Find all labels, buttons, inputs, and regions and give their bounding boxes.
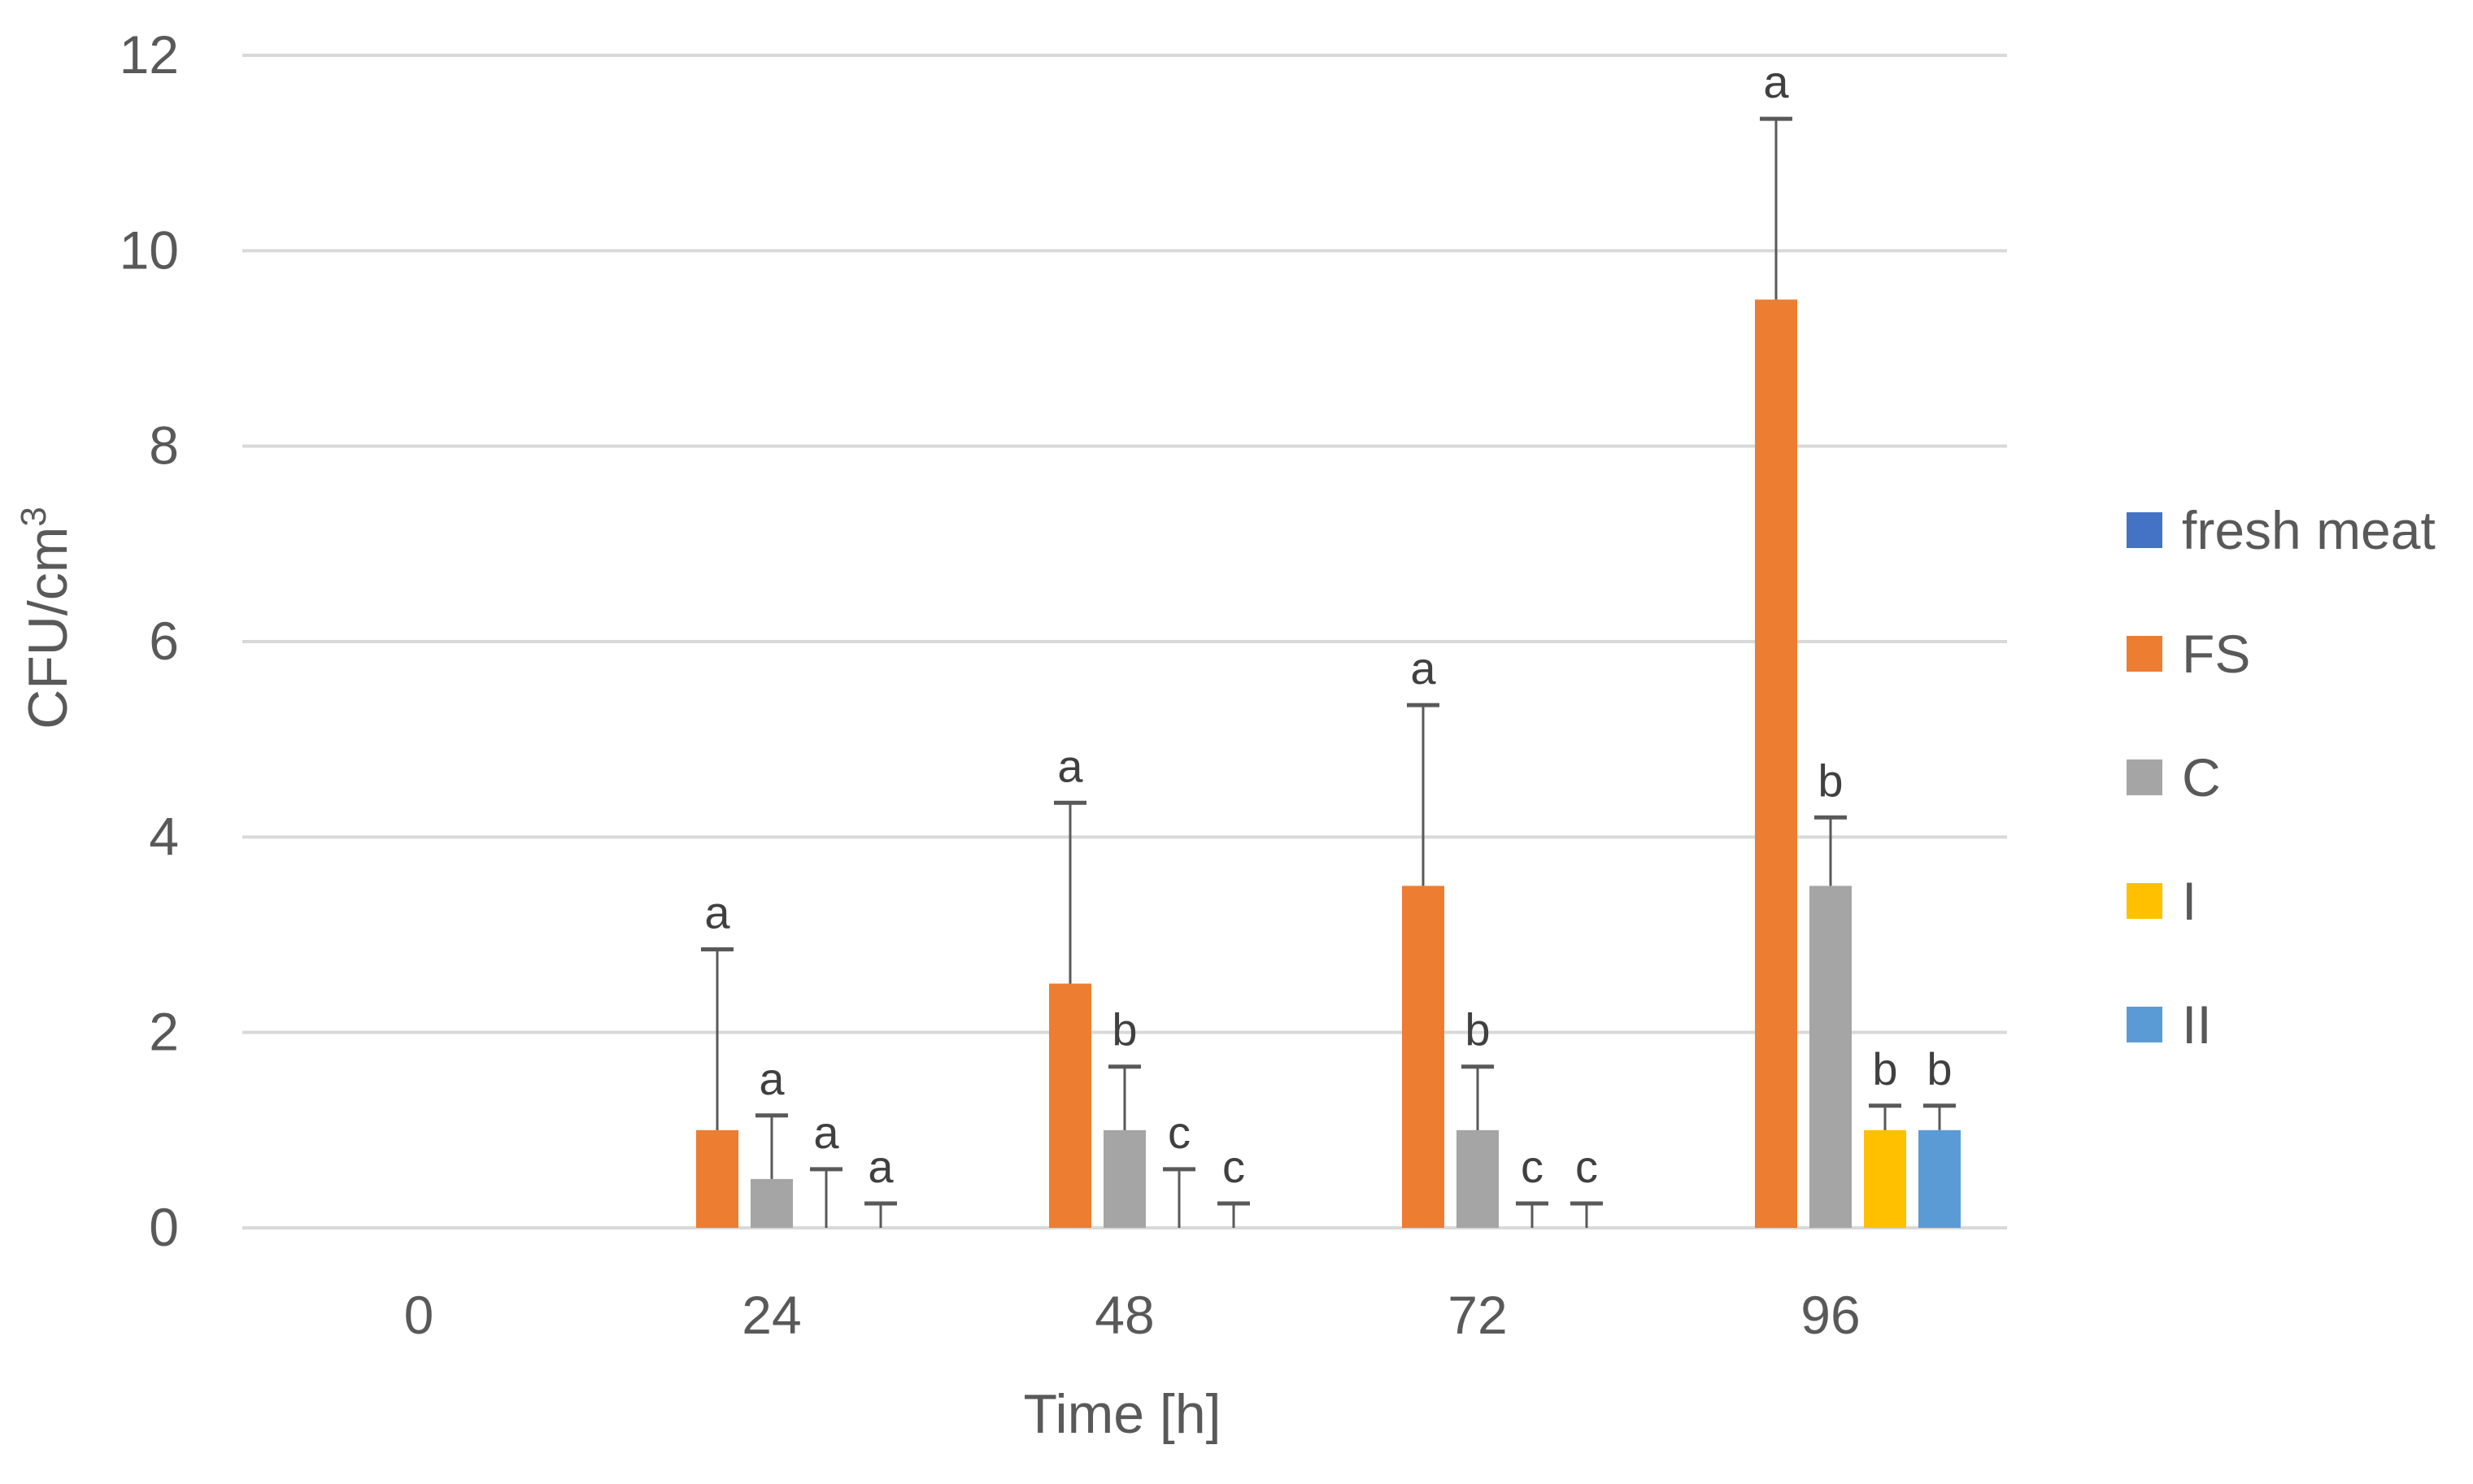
significance-label-i-24: a xyxy=(813,1107,839,1158)
legend-label-i: I xyxy=(2182,871,2197,931)
significance-label-ii-96: b xyxy=(1927,1043,1952,1095)
bar-ii-96 xyxy=(1918,1129,1961,1228)
x-tick-label-48: 48 xyxy=(1095,1285,1154,1345)
y-tick-label-10: 10 xyxy=(120,220,179,280)
x-tick-label-72: 72 xyxy=(1448,1285,1507,1345)
significance-label-i-72: c xyxy=(1521,1141,1543,1192)
legend-label-fs: FS xyxy=(2182,624,2250,684)
x-axis-title: Time [h] xyxy=(1023,1383,1221,1445)
y-tick-label-0: 0 xyxy=(149,1197,179,1257)
significance-label-ii-24: a xyxy=(868,1141,894,1192)
y-tick-label-12: 12 xyxy=(120,24,179,85)
significance-label-fs-72: a xyxy=(1410,642,1436,694)
y-tick-label-2: 2 xyxy=(149,1002,179,1062)
legend-swatch-fs xyxy=(2127,636,2162,672)
x-axis-ticks: 0 24 48 72 96 xyxy=(404,1285,1861,1345)
bar-fs-96 xyxy=(1755,299,1797,1229)
bar-c-24 xyxy=(751,1178,793,1228)
bar-fs-48 xyxy=(1049,983,1091,1228)
bar-c-72 xyxy=(1456,1129,1499,1228)
significance-label-fs-24: a xyxy=(704,887,730,938)
bars xyxy=(696,299,1961,1229)
y-axis-title-main: CFU/cm xyxy=(17,527,79,729)
legend-swatch-ii xyxy=(2127,1007,2162,1042)
y-axis-title-superscript: 3 xyxy=(14,507,54,526)
significance-label-i-96: b xyxy=(1872,1043,1897,1095)
bar-c-96 xyxy=(1809,886,1852,1228)
legend-label-c: C xyxy=(2182,747,2221,807)
bar-fs-72 xyxy=(1402,886,1444,1228)
legend-swatch-c xyxy=(2127,759,2162,795)
x-tick-label-24: 24 xyxy=(742,1285,801,1345)
bar-i-96 xyxy=(1864,1129,1906,1228)
bar-fs-24 xyxy=(696,1129,738,1228)
significance-label-c-24: a xyxy=(759,1053,785,1104)
gridlines xyxy=(242,54,2007,1229)
y-tick-label-4: 4 xyxy=(149,806,179,866)
significance-label-fs-48: a xyxy=(1057,740,1083,791)
significance-label-c-96: b xyxy=(1818,755,1843,806)
x-tick-label-96: 96 xyxy=(1800,1285,1860,1345)
legend-label-fresh-meat: fresh meat xyxy=(2182,500,2436,560)
significance-label-c-48: b xyxy=(1112,1004,1137,1055)
x-tick-label-0: 0 xyxy=(404,1285,434,1345)
significance-label-ii-48: c xyxy=(1222,1141,1245,1192)
legend-swatch-i xyxy=(2127,883,2162,919)
significance-label-ii-72: c xyxy=(1575,1141,1598,1192)
y-axis-ticks: 0 2 4 6 8 10 12 xyxy=(120,24,179,1257)
y-tick-label-6: 6 xyxy=(149,611,179,671)
error-bars xyxy=(701,116,1956,1228)
bar-c-48 xyxy=(1104,1129,1146,1228)
significance-label-i-48: c xyxy=(1168,1107,1191,1158)
significance-label-fs-96: a xyxy=(1763,56,1789,107)
significance-label-c-72: b xyxy=(1465,1004,1490,1055)
y-tick-label-8: 8 xyxy=(149,416,179,476)
legend-swatch-fresh-meat xyxy=(2127,512,2162,548)
y-axis-title: CFU/cm3 xyxy=(14,507,79,729)
legend-label-ii: II xyxy=(2182,994,2212,1055)
